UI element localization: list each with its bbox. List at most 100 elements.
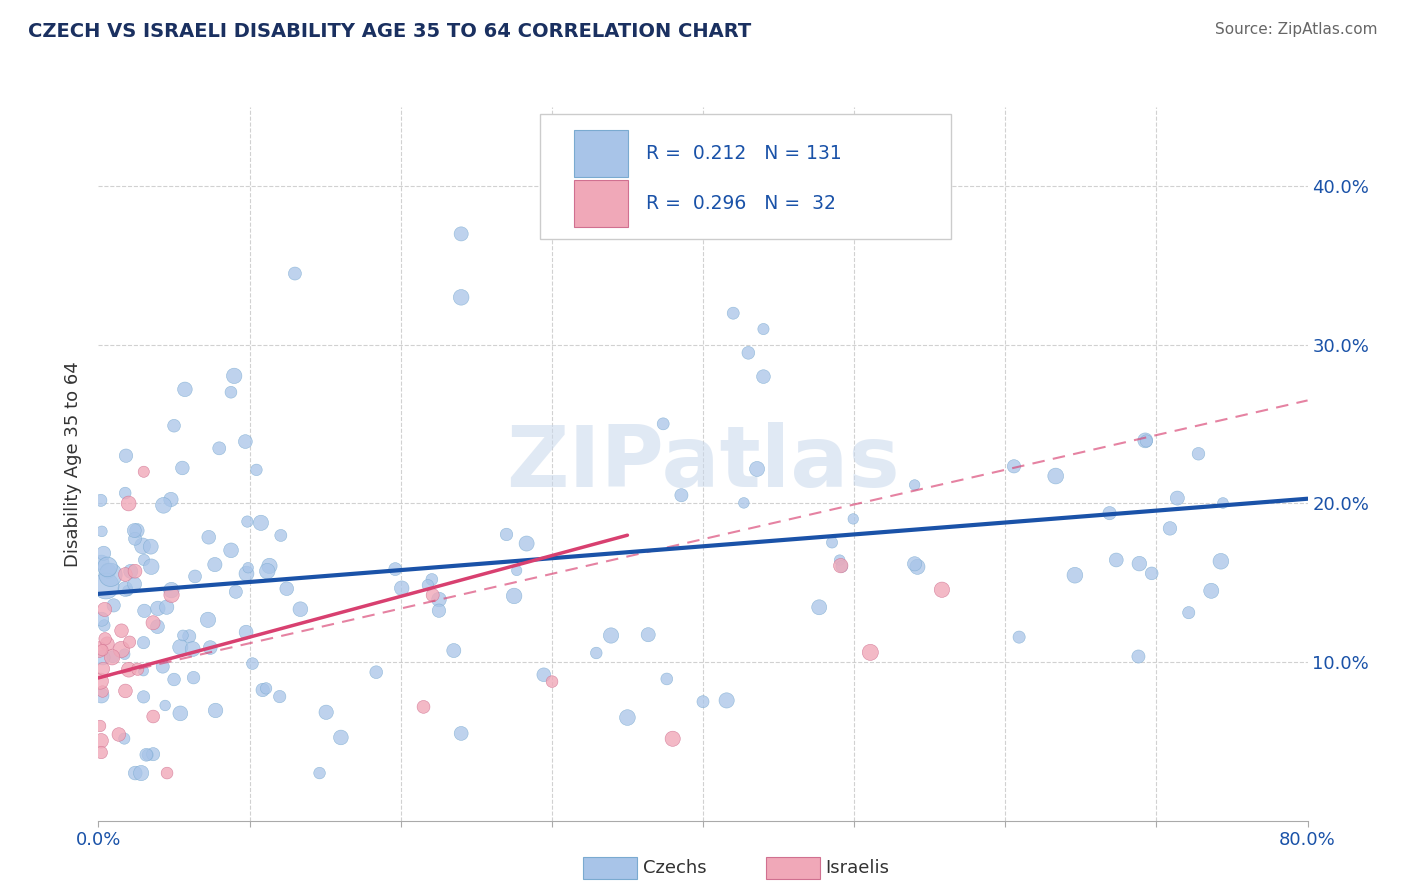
Point [172,628,194,642]
Point [132,635,155,649]
Point [134,604,156,618]
Point [931,582,953,597]
Point [156,766,179,780]
Point [655,672,678,686]
Point [329,731,352,745]
FancyBboxPatch shape [540,114,950,239]
Point [412,699,434,714]
Point [90,524,112,539]
Point [723,306,745,320]
Point [224,368,246,383]
Point [114,486,136,500]
Point [541,674,564,689]
Point [242,657,264,671]
Point [146,620,169,634]
Point [183,671,205,685]
Point [737,346,759,360]
Point [142,747,165,761]
Point [652,417,675,431]
Point [516,536,538,550]
Point [256,564,278,578]
Point [204,558,226,572]
Point [450,726,472,740]
Point [127,662,149,676]
Point [208,442,231,456]
Point [259,558,281,573]
Text: Source: ZipAtlas.com: Source: ZipAtlas.com [1215,22,1378,37]
Point [907,559,929,574]
Point [585,646,607,660]
Point [1002,459,1025,474]
Point [290,602,312,616]
Point [91,684,114,698]
Bar [574,180,628,227]
Point [89,719,111,733]
Point [904,478,927,492]
Point [450,290,472,304]
Point [160,492,183,507]
Point [108,727,131,741]
Point [1177,606,1199,620]
Point [427,604,450,618]
Point [416,578,439,592]
Point [236,560,259,574]
Text: Czechs: Czechs [643,859,706,877]
Point [114,684,136,698]
Point [169,706,191,721]
Point [131,539,153,553]
Point [110,642,132,657]
Point [1212,496,1234,510]
Point [125,524,148,538]
Point [842,512,865,526]
Point [135,747,157,762]
Point [118,496,141,510]
Text: CZECH VS ISRAELI DISABILITY AGE 35 TO 64 CORRELATION CHART: CZECH VS ISRAELI DISABILITY AGE 35 TO 64… [28,22,751,41]
Point [132,465,155,479]
Point [1045,469,1067,483]
Point [1008,630,1031,644]
Point [1187,447,1209,461]
Point [1105,553,1128,567]
Text: R =  0.296   N =  32: R = 0.296 N = 32 [647,194,837,213]
Point [90,612,112,626]
Point [141,559,163,574]
Point [450,227,472,241]
Point [808,600,831,615]
Point [96,637,118,651]
Point [114,582,136,596]
Point [124,532,146,546]
Point [1128,649,1150,664]
Point [172,461,194,475]
Point [90,556,112,570]
Point [831,559,853,574]
Point [308,766,330,780]
Point [821,535,844,549]
Point [118,635,141,649]
Point [733,496,755,510]
Text: ZIPatlas: ZIPatlas [506,422,900,506]
Point [1135,434,1157,448]
Point [132,690,155,704]
Point [1064,568,1087,582]
Point [1199,583,1222,598]
Point [93,546,115,560]
Point [156,600,179,615]
Point [269,690,291,704]
Point [830,558,852,573]
Point [252,683,274,698]
Point [671,488,693,502]
Point [153,698,176,713]
Point [219,385,242,400]
Point [169,640,191,654]
Point [235,566,257,581]
Point [745,462,768,476]
Point [1135,434,1157,448]
Point [90,746,112,760]
Point [124,766,146,780]
Point [90,493,112,508]
Point [101,649,124,664]
Point [114,567,136,582]
Point [124,564,146,578]
Point [96,560,118,574]
Point [503,589,526,603]
